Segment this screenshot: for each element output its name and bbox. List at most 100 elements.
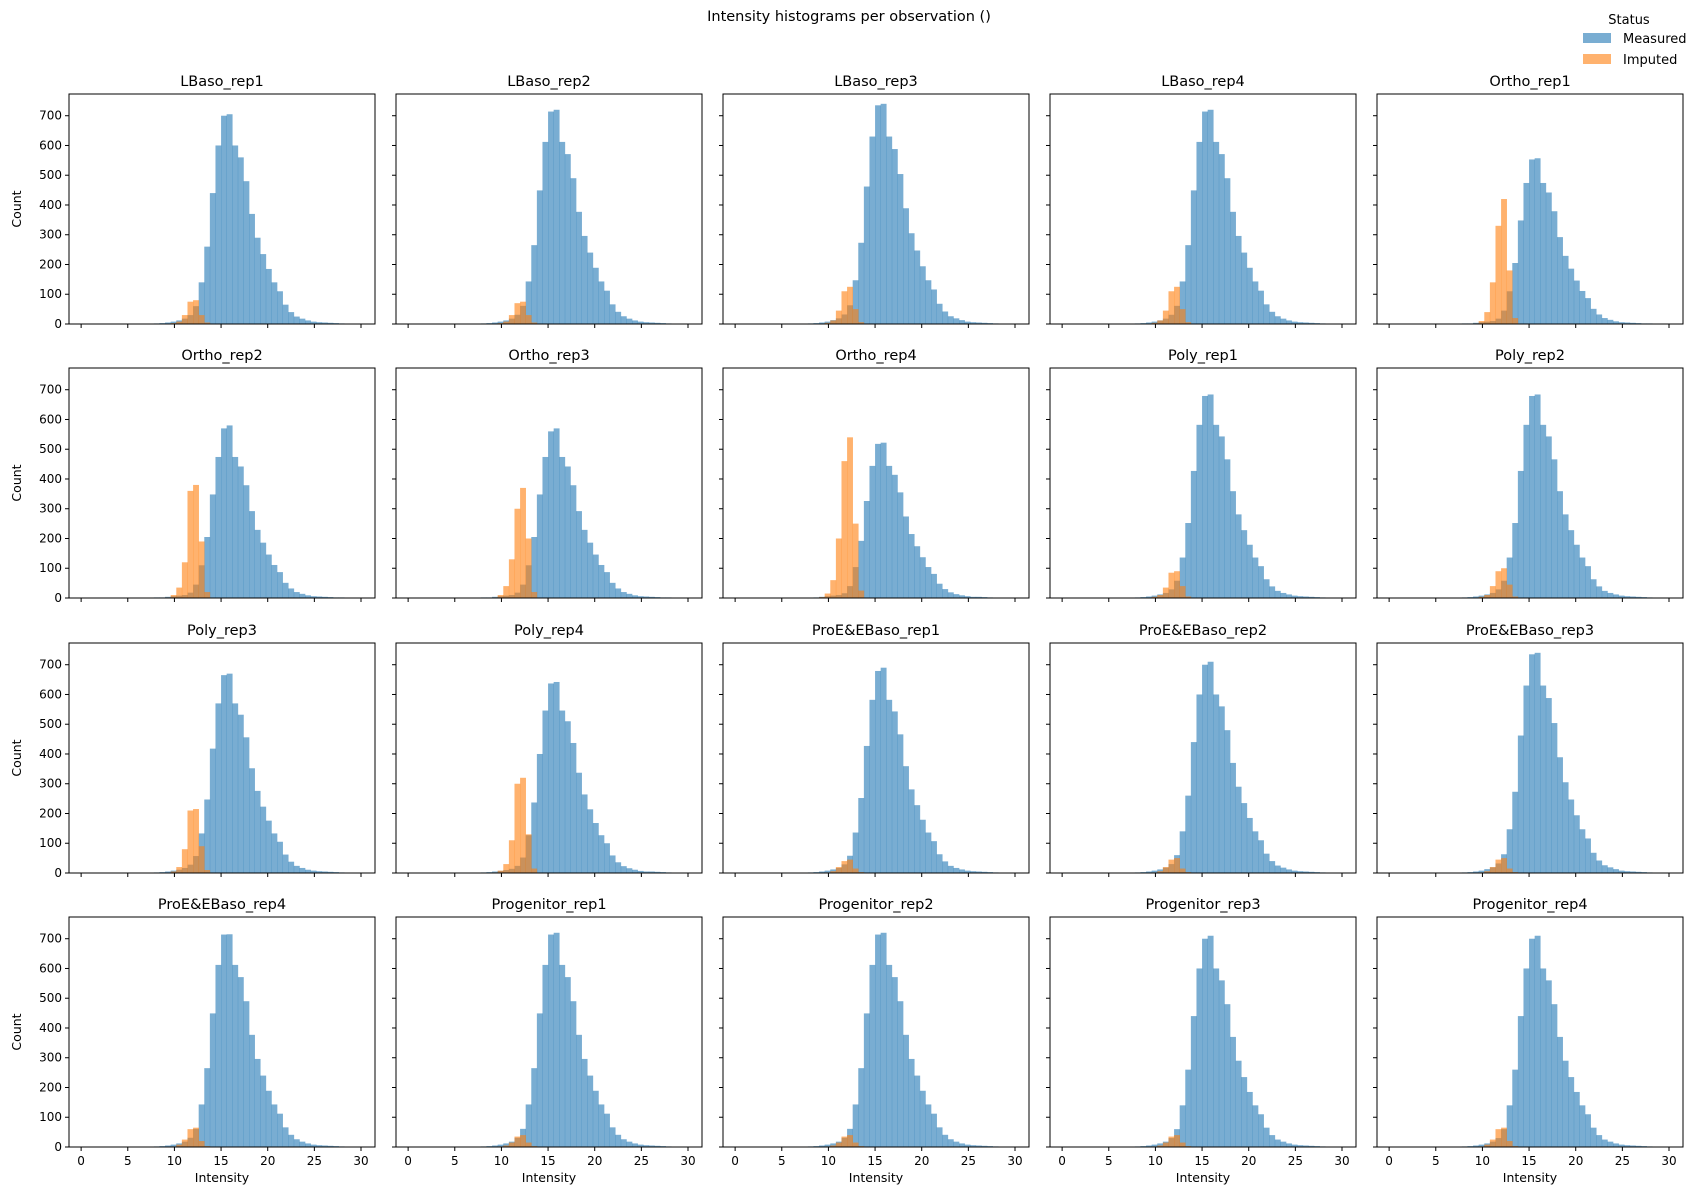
measured-bar — [959, 1143, 965, 1147]
imputed-bar — [1501, 858, 1507, 873]
subplot-Poly_rep2: Poly_rep2 — [1373, 348, 1683, 602]
x-tick-label: 5 — [1432, 1154, 1440, 1168]
measured-bar — [959, 869, 965, 873]
measured-bar — [593, 823, 599, 873]
measured-bar — [255, 238, 261, 324]
measured-bar — [537, 754, 543, 873]
imputed-bar — [830, 320, 836, 324]
y-tick-label: 300 — [39, 228, 62, 242]
measured-bar — [215, 457, 221, 598]
x-tick-label: 0 — [77, 1154, 85, 1168]
x-axis-label: Intensity — [1176, 1170, 1231, 1185]
measured-bar — [1219, 980, 1225, 1147]
x-tick-label: 0 — [1385, 1154, 1393, 1168]
x-axis-label: Intensity — [195, 1170, 250, 1185]
measured-bar — [1602, 318, 1608, 324]
measured-bar — [1191, 471, 1197, 598]
subplot-title: Progenitor_rep2 — [818, 897, 933, 913]
measured-bar — [1286, 1143, 1292, 1147]
imputed-bar — [836, 538, 842, 598]
subplot-title: Poly_rep3 — [187, 623, 257, 639]
measured-bar — [221, 428, 227, 598]
measured-bar — [864, 746, 870, 873]
measured-bar — [210, 749, 216, 873]
measured-bar — [892, 977, 898, 1147]
y-tick-label: 600 — [39, 138, 62, 152]
y-tick-label: 300 — [39, 1051, 62, 1065]
measured-bar — [1529, 939, 1535, 1147]
measured-bar — [1202, 112, 1208, 324]
imputed-bar — [531, 592, 537, 598]
y-tick-label: 500 — [39, 442, 62, 456]
measured-bar — [283, 855, 289, 873]
measured-bar — [621, 316, 627, 324]
subplot-title: Poly_rep4 — [514, 623, 584, 639]
x-tick-label: 25 — [634, 1154, 649, 1168]
y-tick-label: 500 — [39, 717, 62, 731]
imputed-bar — [1180, 309, 1186, 324]
subplot-title: ProE&EBaso_rep3 — [1466, 623, 1594, 639]
measured-bar — [1585, 1114, 1591, 1147]
measured-bar — [1224, 178, 1230, 324]
measured-bar — [1529, 396, 1535, 598]
imputed-bar — [193, 485, 199, 598]
legend: Status Measured Imputed — [1583, 13, 1687, 68]
x-tick-label: 20 — [914, 1154, 929, 1168]
measured-bar — [914, 1076, 920, 1147]
measured-bar — [299, 319, 305, 324]
imputed-bar — [514, 1137, 520, 1147]
subplot-title: Progenitor_rep4 — [1472, 897, 1587, 913]
measured-bar — [294, 1139, 300, 1147]
subplot-title: Ortho_rep1 — [1489, 74, 1570, 90]
imputed-bar — [531, 869, 537, 873]
measured-bar — [1213, 694, 1219, 873]
measured-bar — [1613, 594, 1619, 598]
measured-bar — [1512, 1070, 1518, 1147]
imputed-bar — [182, 315, 188, 324]
measured-bar — [1535, 653, 1541, 873]
measured-bar — [864, 187, 870, 324]
measured-bar — [953, 1142, 959, 1147]
measured-bar — [255, 530, 261, 598]
y-tick-label: 100 — [39, 561, 62, 575]
imputed-bar — [193, 809, 199, 873]
measured-bar — [931, 574, 937, 598]
measured-bar — [869, 137, 875, 324]
measured-bar — [621, 1139, 627, 1147]
measured-bar — [1280, 1142, 1286, 1147]
measured-bar — [1579, 829, 1585, 873]
measured-bar — [1568, 1077, 1574, 1147]
imputed-bar — [514, 784, 520, 873]
measured-bar — [1602, 1140, 1608, 1147]
imputed-bar — [526, 315, 532, 324]
imputed-bar — [841, 461, 847, 598]
subplot-Ortho_rep4: Ortho_rep4 — [719, 348, 1029, 602]
measured-bar — [858, 1068, 864, 1147]
measured-bar — [897, 734, 903, 873]
measured-bar — [576, 212, 582, 324]
measured-bar — [1275, 866, 1281, 873]
measured-bar — [925, 280, 931, 324]
imputed-bar — [836, 311, 842, 324]
measured-bar — [937, 1127, 943, 1147]
measured-bar — [598, 281, 604, 324]
measured-bar — [559, 965, 565, 1147]
measured-bar — [1507, 829, 1513, 873]
subplot-title: LBaso_rep2 — [507, 74, 591, 90]
measured-bar — [1252, 281, 1258, 324]
measured-bar — [232, 703, 238, 873]
x-tick-label: 30 — [1661, 1154, 1676, 1168]
measured-bar — [897, 1001, 903, 1147]
imputed-bar — [1495, 226, 1501, 324]
y-tick-label: 600 — [39, 687, 62, 701]
imputed-bar — [1501, 568, 1507, 598]
y-tick-label: 0 — [54, 591, 62, 605]
imputed-bar — [509, 559, 515, 598]
y-tick-label: 700 — [39, 932, 62, 946]
measured-bar — [587, 1076, 593, 1147]
measured-bar — [604, 572, 610, 598]
measured-bar — [626, 868, 632, 873]
